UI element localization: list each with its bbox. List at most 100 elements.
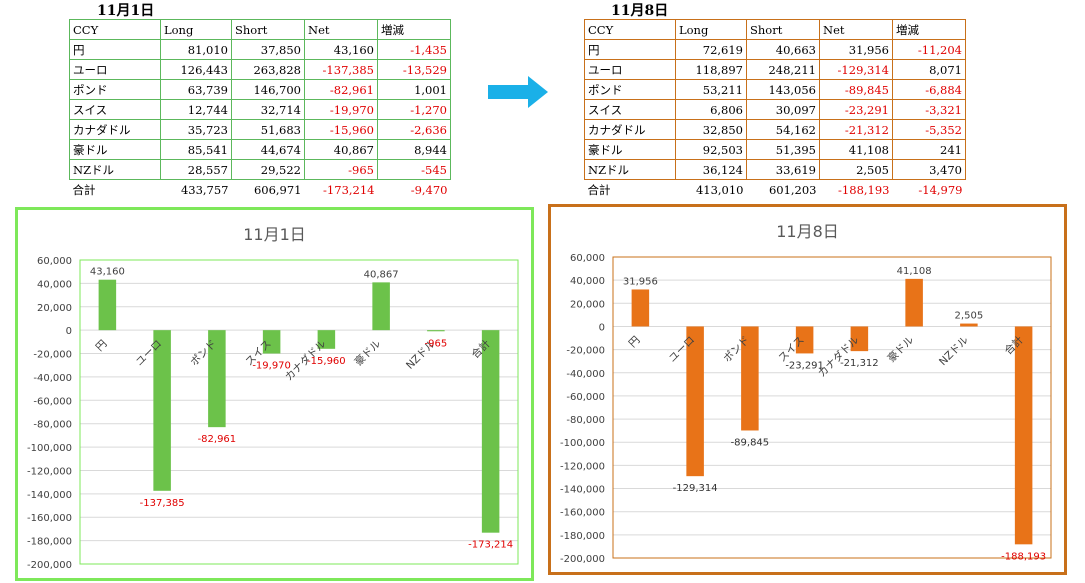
bar xyxy=(481,330,500,533)
y-tick-label: -60,000 xyxy=(33,396,72,407)
y-tick-label: -120,000 xyxy=(560,461,605,472)
y-tick-label: 0 xyxy=(599,322,605,333)
cell-change: 1,001 xyxy=(377,79,451,100)
cell-long: 36,124 xyxy=(675,159,747,180)
cell-short: 29,522 xyxy=(231,159,305,180)
data-label: -23,291 xyxy=(785,360,824,371)
y-tick-label: -40,000 xyxy=(566,369,605,380)
y-tick-label: -80,000 xyxy=(566,415,605,426)
chart-title: 11月1日 xyxy=(243,225,306,244)
bar xyxy=(427,330,445,332)
bar xyxy=(98,279,117,331)
cell-short: 30,097 xyxy=(746,99,820,120)
x-category-label: 円 xyxy=(627,334,643,350)
left-date-title: 11月1日 xyxy=(97,3,155,19)
y-tick-label: -200,000 xyxy=(560,554,605,565)
cell-ccy: 円 xyxy=(69,39,161,60)
cell-ccy: 円 xyxy=(584,39,676,60)
cell-net: -15,960 xyxy=(304,119,378,140)
total-cell-ccy: 合計 xyxy=(72,182,96,197)
cell-net: -21,312 xyxy=(819,119,893,140)
cell-short: 248,211 xyxy=(746,59,820,80)
y-tick-label: 40,000 xyxy=(570,276,605,287)
cell-long: 85,541 xyxy=(160,139,232,160)
cell-change: -11,204 xyxy=(892,39,966,60)
table-row: NZドル 28,557 29,522 -965 -545 xyxy=(69,159,451,180)
right-chart: 11月8日 60,000 40,000 20,000 0 -20,000 -40,000 -6… xyxy=(548,204,1067,575)
y-tick-label: -160,000 xyxy=(560,508,605,519)
cell-long: 92,503 xyxy=(675,139,747,160)
cell-long: 12,744 xyxy=(160,99,232,120)
data-label: -89,845 xyxy=(731,437,770,448)
total-cell-net: -188,193 xyxy=(838,182,890,197)
y-tick-label: 0 xyxy=(66,326,72,337)
y-tick-label: -20,000 xyxy=(566,346,605,357)
right-position-table: CCY Long Short Net 増減 円 72,619 40,663 31,95… xyxy=(584,19,966,199)
header-short: Short xyxy=(231,19,305,40)
cell-change: -1,270 xyxy=(377,99,451,120)
x-category-label: 豪ドル xyxy=(352,337,383,368)
data-label: -129,314 xyxy=(673,483,718,494)
y-tick-label: 20,000 xyxy=(570,299,605,310)
cell-net: -129,314 xyxy=(819,59,893,80)
cell-ccy: NZドル xyxy=(69,159,161,180)
bar xyxy=(850,326,869,352)
header-long: Long xyxy=(675,19,747,40)
cell-net: 2,505 xyxy=(819,159,893,180)
y-tick-label: -140,000 xyxy=(560,485,605,496)
left-table-body: 円 81,010 37,850 43,160 -1,435 ユーロ 126,443 263,8… xyxy=(69,39,451,200)
y-tick-label: -160,000 xyxy=(27,513,72,524)
cell-short: 51,395 xyxy=(746,139,820,160)
y-tick-label: -80,000 xyxy=(33,420,72,431)
table-row: ポンド 53,211 143,056 -89,845 -6,884 xyxy=(584,79,966,100)
bar xyxy=(1014,326,1033,545)
y-tick-label: 40,000 xyxy=(37,279,72,290)
table-total-row: 合計 413,010 601,203 -188,193 -14,979 xyxy=(585,180,966,200)
total-cell-short: 606,971 xyxy=(253,182,302,197)
cell-long: 126,443 xyxy=(160,59,232,80)
cell-long: 72,619 xyxy=(675,39,747,60)
cell-ccy: ユーロ xyxy=(69,59,161,80)
table-row: 円 72,619 40,663 31,956 -11,204 xyxy=(584,39,966,60)
y-tick-label: -180,000 xyxy=(560,531,605,542)
cell-long: 32,850 xyxy=(675,119,747,140)
cell-short: 146,700 xyxy=(231,79,305,100)
header-net: Net xyxy=(819,19,893,40)
data-label: -173,214 xyxy=(468,540,513,551)
table-row: ポンド 63,739 146,700 -82,961 1,001 xyxy=(69,79,451,100)
cell-long: 81,010 xyxy=(160,39,232,60)
x-category-label: NZドル xyxy=(937,334,971,368)
cell-ccy: カナダドル xyxy=(584,119,676,140)
cell-ccy: ユーロ xyxy=(584,59,676,80)
y-tick-label: -140,000 xyxy=(27,490,72,501)
cell-long: 63,739 xyxy=(160,79,232,100)
header-change: 増減 xyxy=(892,19,966,40)
data-label: 43,160 xyxy=(90,267,125,278)
cell-ccy: スイス xyxy=(69,99,161,120)
total-cell-change: -9,470 xyxy=(410,182,448,197)
bar xyxy=(317,330,336,349)
cell-short: 51,683 xyxy=(231,119,305,140)
total-cell-net: -173,214 xyxy=(323,182,375,197)
cell-net: -137,385 xyxy=(304,59,378,80)
cell-short: 40,663 xyxy=(746,39,820,60)
table-row: 豪ドル 85,541 44,674 40,867 8,944 xyxy=(69,139,451,160)
cell-long: 6,806 xyxy=(675,99,747,120)
data-label: 41,108 xyxy=(897,266,932,277)
plot-area-border xyxy=(612,256,1052,559)
header-change: 増減 xyxy=(377,19,451,40)
data-label: 31,956 xyxy=(623,276,658,287)
cell-net: -23,291 xyxy=(819,99,893,120)
data-label: -82,961 xyxy=(198,434,237,445)
cell-net: 41,108 xyxy=(819,139,893,160)
chart-title: 11月8日 xyxy=(776,222,839,241)
cell-short: 37,850 xyxy=(231,39,305,60)
y-tick-label: -60,000 xyxy=(566,392,605,403)
table-row: カナダドル 35,723 51,683 -15,960 -2,636 xyxy=(69,119,451,140)
cell-change: 8,071 xyxy=(892,59,966,80)
header-ccy: CCY xyxy=(69,19,161,40)
cell-short: 32,714 xyxy=(231,99,305,120)
table-row: ユーロ 126,443 263,828 -137,385 -13,529 xyxy=(69,59,451,80)
table-row: ユーロ 118,897 248,211 -129,314 8,071 xyxy=(584,59,966,80)
cell-net: -965 xyxy=(304,159,378,180)
